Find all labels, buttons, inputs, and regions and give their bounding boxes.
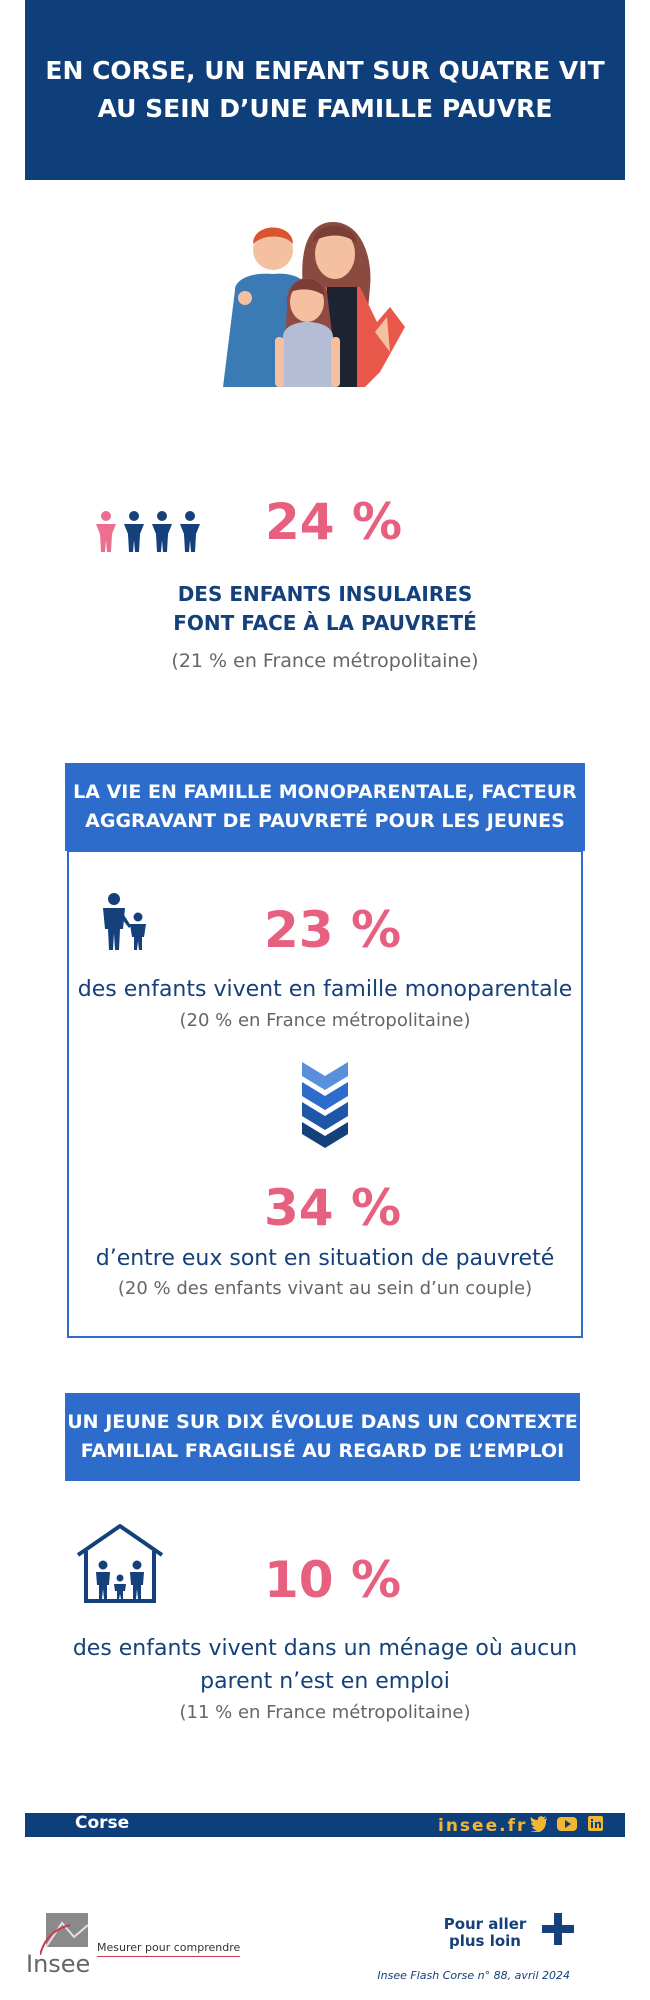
employment-comparison: (11 % en France métropolitaine) [179,1702,471,1723]
single-parent-poverty-value: 34 % [264,1179,402,1237]
employment-label-line1: des enfants vivent dans un ménage où auc… [72,1636,578,1661]
employment-value: 10 % [264,1551,402,1609]
single-parent-poverty-label: d’entre eux sont en situation de pauvret… [95,1246,555,1271]
insee-tagline: Mesurer pour comprendre [97,1941,241,1957]
header-banner: EN CORSE, UN ENFANT SUR QUATRE VIT AU SE… [25,0,625,180]
twitter-icon[interactable] [530,1816,548,1832]
stat-poverty-comparison: (21 % en France métropolitaine) [171,650,479,672]
stat-poverty-label-line1: DES ENFANTS INSULAIRES [177,582,473,606]
learn-more-link[interactable]: Pour aller plus loin [440,1916,530,1950]
chevron-down-icon [302,1062,348,1148]
single-parent-poverty-comparison: (20 % des enfants vivant au sein d’un co… [117,1278,533,1299]
employment-banner: UN JEUNE SUR DIX ÉVOLUE DANS UN CONTEXTE… [65,1393,580,1481]
single-parent-banner: LA VIE EN FAMILLE MONOPARENTALE, FACTEUR… [65,763,585,851]
stat-poverty-value: 24 % [265,493,403,551]
publication-reference: Insee Flash Corse n° 88, avril 2024 [377,1969,570,1982]
footer-bar [25,1813,625,1837]
single-parent-comparison: (20 % en France métropolitaine) [179,1010,471,1031]
children-ratio-icon [96,511,200,552]
learn-more-line2: plus loin [449,1932,521,1950]
footer-region: Corse [75,1813,130,1833]
employment-label-line2: parent n’est en emploi [200,1669,450,1694]
single-parent-label: des enfants vivent en famille monoparent… [77,977,573,1002]
linkedin-icon[interactable] [588,1816,603,1831]
stat-poverty-label: DES ENFANTS INSULAIRES FONT FACE À LA PA… [125,580,525,638]
single-parent-value: 23 % [264,901,402,959]
page-title: EN CORSE, UN ENFANT SUR QUATRE VIT AU SE… [45,56,605,123]
employment-label: des enfants vivent dans un ménage où auc… [50,1632,600,1698]
stat-poverty-label-line2: FONT FACE À LA PAUVRETÉ [173,611,477,635]
youtube-icon[interactable] [557,1816,577,1832]
learn-more-line1: Pour aller [443,1915,527,1933]
family-illustration [223,222,405,387]
footer-site-link[interactable]: insee.fr [438,1816,528,1836]
single-parent-box [67,850,583,1338]
plus-icon[interactable] [542,1913,574,1945]
insee-logo-icon [40,1913,88,1955]
house-family-icon [76,1524,164,1603]
insee-logo-text: Insee [26,1950,91,1978]
parent-child-icon [103,893,146,950]
